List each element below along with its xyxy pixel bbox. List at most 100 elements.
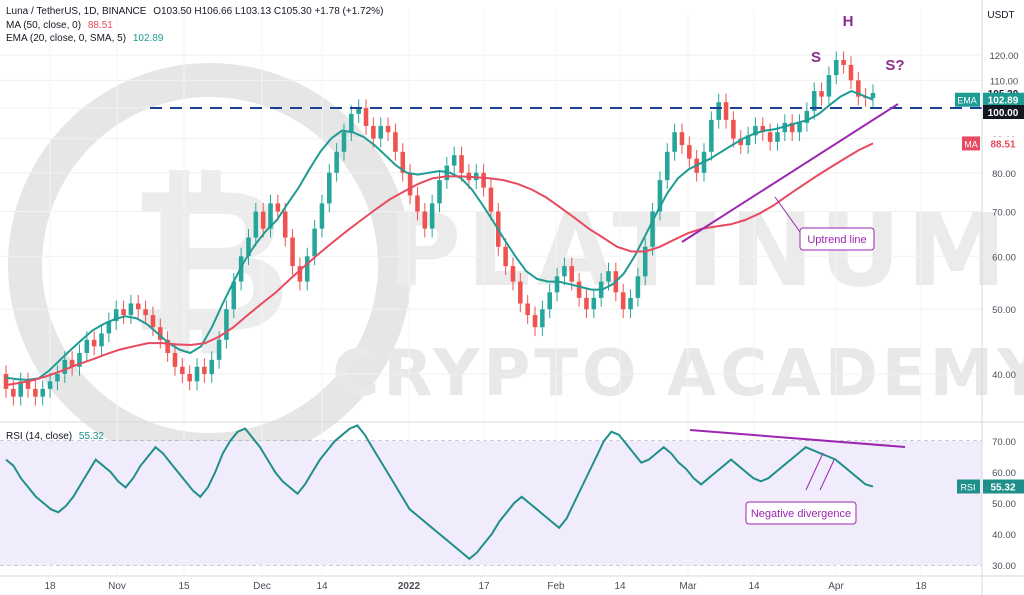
time-tick-label: Dec [253,581,271,592]
left-shoulder-label: S [811,49,821,66]
ema-price-label-bg [983,92,1024,107]
annotations: Uptrend line S H S? [150,13,982,251]
candle-body [77,353,82,367]
candle-body [856,80,861,97]
candle-body [797,122,802,133]
candle-body [841,59,846,65]
divergence-label: Negative divergence [751,508,851,520]
candle-body [378,125,383,139]
price-tick-label: 110.00 [990,76,1018,87]
ema-price-label: 102.89 [988,96,1019,107]
right-shoulder-label: S? [885,57,904,74]
candle-body [540,309,545,328]
time-tick-label: 17 [478,581,490,592]
candle-body [569,266,575,282]
watermark-line1: PLATINUM [388,192,1012,309]
candle-body [55,374,60,382]
currency-label: USDT [987,10,1014,21]
candle-body [349,113,354,133]
rsi-tick-label: 60.00 [992,468,1016,479]
rsi-tick-label: 40.00 [992,530,1016,541]
candle-body [165,339,170,354]
candle-body [11,388,16,397]
candle-body [753,125,758,136]
uptrend-label: Uptrend line [807,234,866,246]
candle-body [679,132,685,146]
candle-body [69,359,75,367]
legend-rsi: RSI (14, close) 55.32 [6,431,104,442]
rsi-line [5,424,874,561]
candle-body [385,125,391,133]
ema-label: EMA (20, close, 0, SMA, 5) [6,33,127,44]
candle-body [628,297,633,310]
candle-body [723,102,729,120]
time-tick-label: 14 [748,581,760,592]
candle-body [826,75,832,97]
legend-ma: MA (50, close, 0) 88.51 [6,20,113,31]
rsi-tick-label: 30.00 [992,561,1016,572]
price-tick-label: 120.00 [989,51,1018,62]
divergence-line [689,429,906,448]
candle-body [194,366,200,382]
ma-tag-bg [962,136,980,151]
ma-value: 88.51 [87,20,113,31]
rsi-price-label: 55.32 [990,483,1015,494]
candle-body [767,132,773,142]
candle-body [18,381,23,397]
rsi-panel[interactable]: Negative divergence [0,424,982,566]
ma-price-label-bg [983,136,1024,151]
candle-body [562,266,567,277]
candle-body [304,256,310,282]
candle-body [635,276,641,298]
candle-body [833,59,839,76]
candle-body [393,132,398,152]
watermark-bitcoin-symbol: ₿ [129,145,292,378]
rsi-tag: RSI [960,483,975,493]
candle-body [591,297,597,310]
price-tick-label: 40.00 [992,370,1016,381]
candle-body [135,303,141,310]
candle-body [106,321,112,334]
candle-body [356,108,361,114]
uptrend-pointer [774,196,801,233]
candle-body [224,309,229,340]
rsi-label: RSI (14, close) [6,431,73,442]
candle-body [819,91,824,97]
ma-line [5,142,874,387]
candle-body [3,374,9,389]
candle-body [121,309,126,316]
candle-body [657,180,663,212]
uptrend-line [681,103,899,243]
candle-body [113,309,119,322]
time-tick-label: 14 [614,581,626,592]
candle-body [290,237,295,267]
candle-body [775,132,780,142]
ema-tag: EMA [957,96,977,106]
candle-body [731,119,736,139]
time-tick-label: 14 [316,581,328,592]
candle-body [180,366,185,374]
time-tick-label: Apr [828,581,844,592]
head-label: H [843,13,854,30]
candle-body [246,237,251,257]
uptrend-label-box [799,227,875,251]
candle-body [158,327,163,340]
candle-body [760,125,766,133]
candle-body [253,211,259,238]
candle-body [642,246,648,277]
candle-body [789,122,795,133]
candle-body [334,151,339,173]
rsi-tag-bg [957,479,980,494]
candle-body [650,211,655,247]
rsi-tick-label: 70.00 [992,437,1016,448]
candle-body [459,155,464,173]
candle-body [84,339,90,354]
candle-body [209,359,215,374]
level-price-label-bg [983,105,1024,119]
candle-body [282,211,288,238]
time-tick-label: Feb [547,581,565,592]
rsi-value: 55.32 [78,431,104,442]
candle-body [422,211,428,229]
